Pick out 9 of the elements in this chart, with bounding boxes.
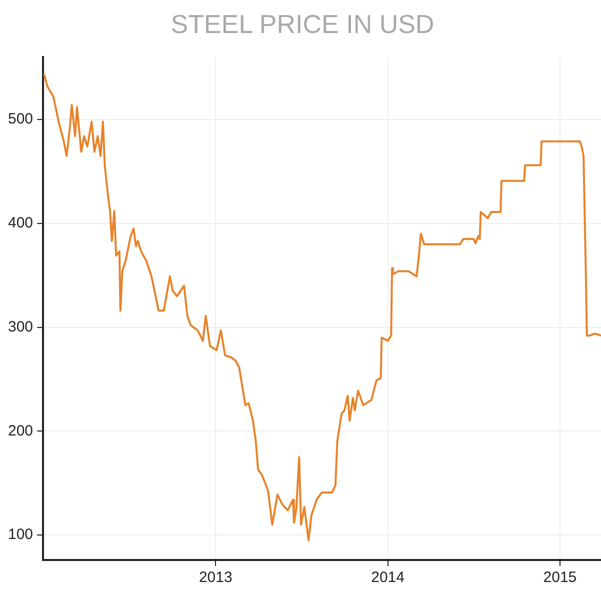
x-tick-label: 2015 xyxy=(543,569,577,586)
y-tick-label: 500 xyxy=(8,110,34,128)
y-tick-label: 400 xyxy=(8,214,34,232)
y-tick-label: 200 xyxy=(8,422,34,440)
chart-title: STEEL PRICE IN USD xyxy=(170,8,434,39)
y-tick-label: 100 xyxy=(8,526,34,544)
x-tick-label: 2013 xyxy=(198,569,232,586)
y-tick-label: 300 xyxy=(8,318,34,336)
x-tick-label: 2014 xyxy=(371,569,404,586)
